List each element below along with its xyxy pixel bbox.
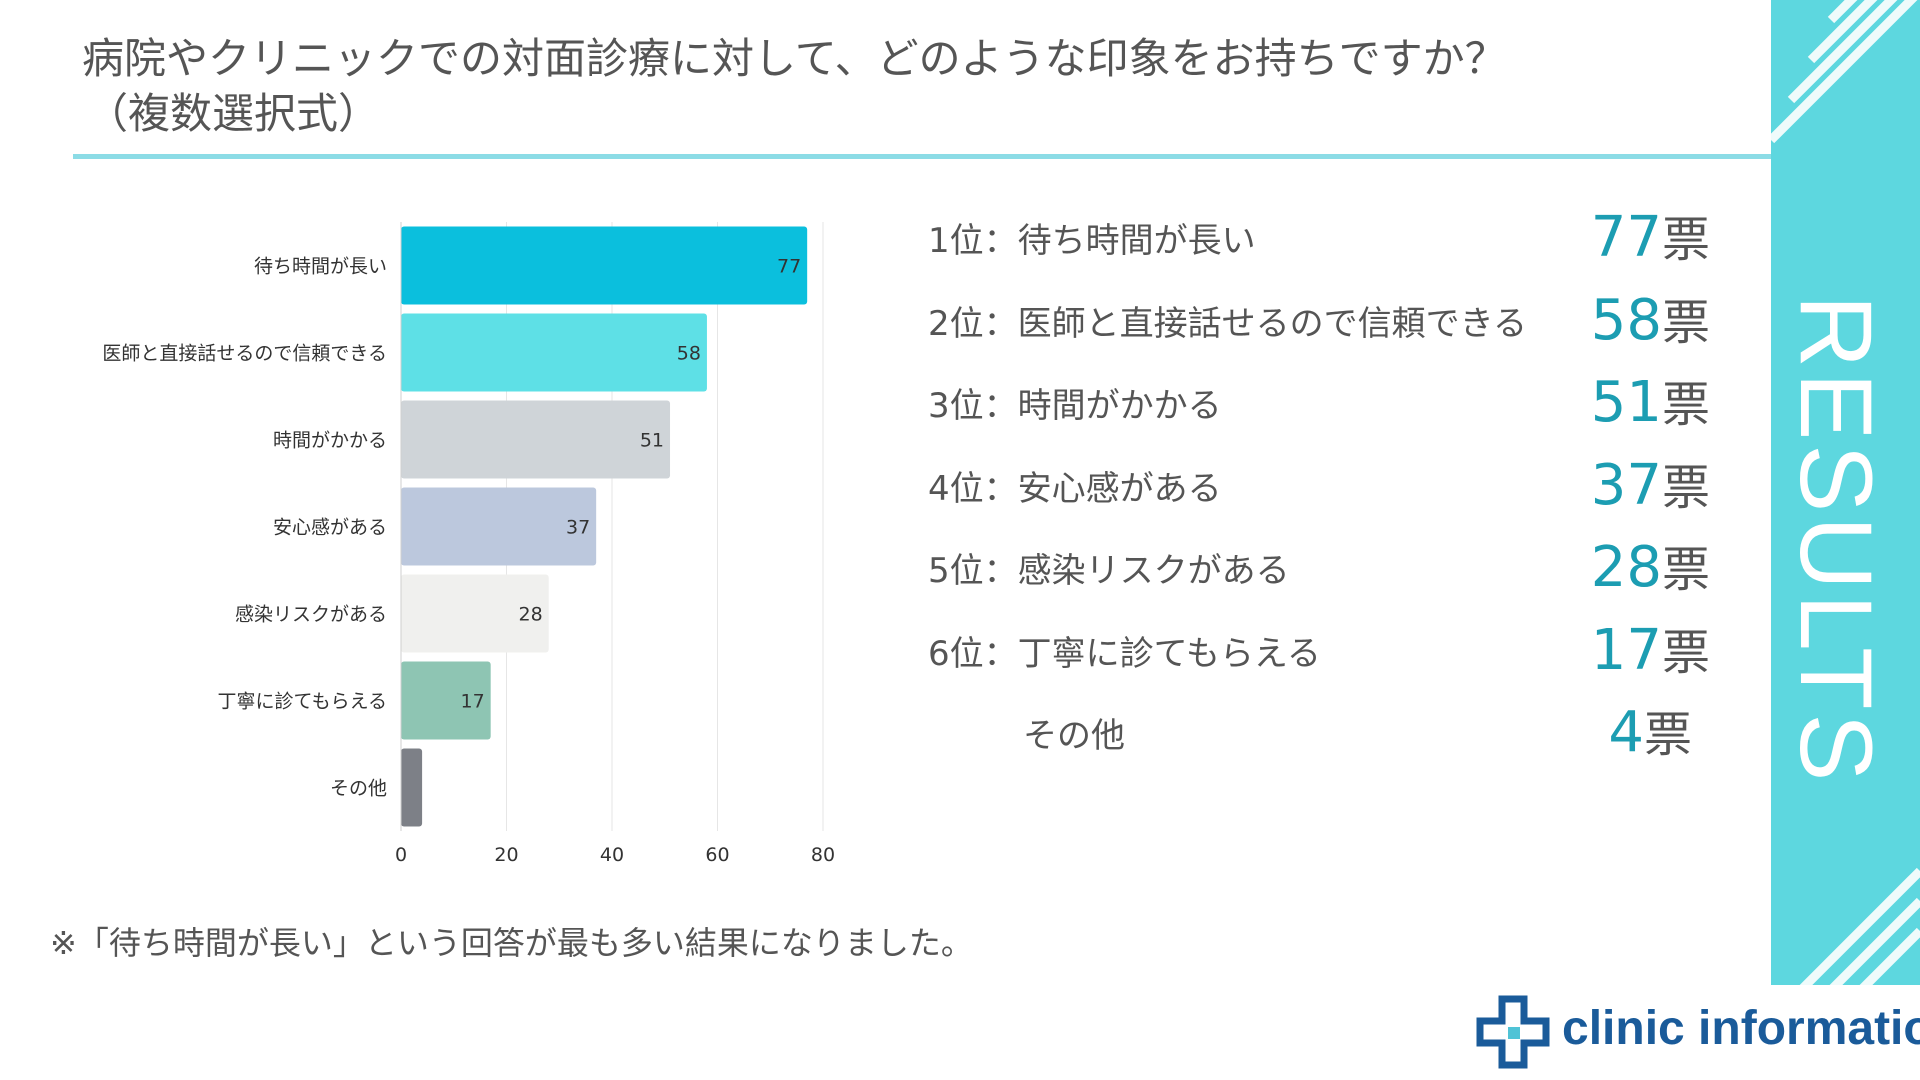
- bar: [401, 748, 423, 827]
- page-title: 病院やクリニックでの対面診療に対して、どのような印象をお持ちですか？: [82, 34, 1507, 83]
- brand-logo: clinic information: [1452, 985, 1920, 1080]
- data-label: 17: [460, 691, 484, 713]
- bar: [401, 313, 707, 392]
- data-label: 28: [519, 604, 543, 626]
- data-label: 37: [566, 517, 590, 539]
- category-label: 医師と直接話せるので信頼できる: [102, 343, 387, 365]
- ranking-label: 2位：医師と直接話せるので信頼できる: [928, 304, 1527, 344]
- ranking-row-5: 5位：感染リスクがある 28票: [920, 540, 1720, 604]
- x-tick-label: 60: [705, 844, 729, 866]
- bar: [401, 400, 671, 479]
- ranking-row-2: 2位：医師と直接話せるので信頼できる 58票: [920, 293, 1720, 357]
- footnote: ※「待ち時間が長い」という回答が最も多い結果になりました。: [50, 924, 973, 962]
- title-divider: [73, 154, 1773, 159]
- vote-unit: 票: [1661, 625, 1710, 681]
- ranking-row-1: 1位：待ち時間が長い 77票: [920, 210, 1720, 274]
- data-label: 51: [640, 430, 664, 452]
- bar: [401, 487, 597, 566]
- bar-chart: 0 20 40 60 80 待ち時間が長い 77 医師と直接話せるので信頼できる 58 時間がかか…: [102, 222, 835, 866]
- category-label: 安心感がある: [273, 517, 387, 539]
- ranking-label: 6位：丁寧に診てもらえる: [928, 634, 1321, 674]
- x-tick-label: 20: [494, 844, 518, 866]
- page-subtitle: （複数選択式）: [86, 89, 381, 138]
- vote-number: 77: [1590, 205, 1662, 270]
- ranking-vote: 17票: [1591, 623, 1710, 679]
- vote-unit: 票: [1661, 295, 1710, 351]
- vote-number: 37: [1590, 453, 1662, 518]
- x-tick-label: 80: [811, 844, 835, 866]
- ranking-vote: 51票: [1591, 375, 1710, 431]
- category-label: 丁寧に診てもらえる: [218, 691, 387, 713]
- x-tick-label: 0: [395, 844, 407, 866]
- ranking-vote: 4票: [1608, 705, 1692, 761]
- bar: [401, 226, 808, 305]
- medical-cross-icon: [1476, 995, 1550, 1069]
- x-tick-label: 40: [600, 844, 624, 866]
- vote-unit: 票: [1661, 460, 1710, 516]
- ranking-label: 1位：待ち時間が長い: [928, 221, 1256, 261]
- vote-number: 58: [1590, 288, 1662, 353]
- vote-unit: 票: [1661, 542, 1710, 598]
- vote-number: 51: [1590, 370, 1662, 435]
- category-label: 時間がかかる: [273, 430, 387, 452]
- ranking-vote: 77票: [1591, 210, 1710, 266]
- category-label: その他: [330, 778, 387, 800]
- vote-number: 17: [1590, 618, 1662, 683]
- data-label: 58: [677, 343, 701, 365]
- vote-unit: 票: [1661, 212, 1710, 268]
- ranking-row-4: 4位：安心感がある 37票: [920, 458, 1720, 522]
- bar: [401, 574, 549, 653]
- ranking-label: その他: [1023, 716, 1125, 756]
- ranking-row-other: その他 4票: [920, 705, 1720, 769]
- ranking-label: 4位：安心感がある: [928, 469, 1222, 509]
- category-label: 感染リスクがある: [235, 604, 387, 626]
- ranking-vote: 28票: [1591, 540, 1710, 596]
- ranking-row-6: 6位：丁寧に診てもらえる 17票: [920, 623, 1720, 687]
- results-vertical-label: RESULTS: [1779, 294, 1893, 786]
- ranking-vote: 37票: [1591, 458, 1710, 514]
- ranking-vote: 58票: [1591, 293, 1710, 349]
- category-label: 待ち時間が長い: [254, 256, 387, 278]
- vote-number: 4: [1608, 700, 1644, 765]
- data-label: 77: [777, 256, 801, 278]
- ranking-label: 5位：感染リスクがある: [928, 551, 1290, 591]
- vote-unit: 票: [1643, 707, 1692, 763]
- vote-number: 28: [1590, 535, 1662, 600]
- bar: [401, 661, 491, 740]
- results-side-band: [1771, 0, 1920, 1080]
- vote-unit: 票: [1661, 377, 1710, 433]
- brand-logo-text: clinic information: [1562, 1002, 1920, 1055]
- ranking-row-3: 3位：時間がかかる 51票: [920, 375, 1720, 439]
- ranking-label: 3位：時間がかかる: [928, 386, 1222, 426]
